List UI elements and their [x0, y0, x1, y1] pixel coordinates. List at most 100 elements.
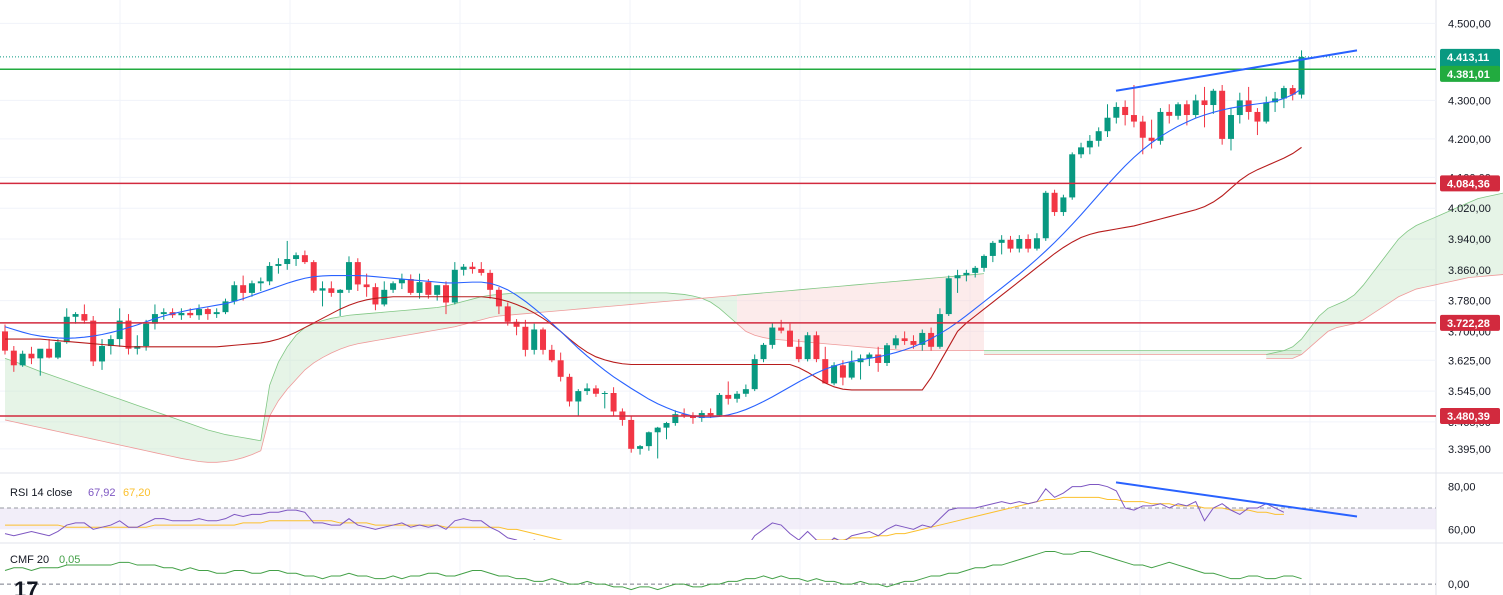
rsi-legend-value: 67,92 [88, 487, 116, 499]
price-tick-label: 3.395,00 [1448, 444, 1491, 456]
candle-body [231, 285, 238, 302]
candle-body [1175, 104, 1182, 116]
candle [769, 322, 776, 349]
price-trendline[interactable] [1115, 49, 1358, 92]
cmf-tick-label: 0,00 [1448, 579, 1469, 591]
candle [443, 281, 449, 315]
candle [19, 350, 26, 367]
candle [390, 281, 397, 293]
candle-body [213, 312, 220, 315]
candle [795, 339, 802, 363]
candle-body [1298, 56, 1305, 95]
candle [1042, 190, 1049, 241]
candle [37, 348, 44, 376]
candle [266, 262, 273, 286]
candle [989, 240, 996, 263]
candle-body [910, 341, 917, 345]
candle [548, 344, 555, 363]
candles [2, 50, 1305, 459]
level-badge-label: 4.084,36 [1447, 178, 1490, 190]
candle-body [443, 285, 449, 303]
candle [1086, 135, 1093, 155]
candle-body [637, 446, 644, 449]
candle [398, 273, 405, 290]
candle [654, 426, 661, 459]
candle [1210, 88, 1217, 114]
candle-body [901, 338, 908, 342]
tenkan-line [4, 88, 1302, 418]
candle-body [354, 262, 361, 285]
candle [196, 304, 203, 320]
price-axis[interactable]: 4.500,004.300,004.200,004.100,004.020,00… [1448, 18, 1491, 591]
candle-body [2, 331, 8, 351]
level-badge: 4.084,36 [1440, 175, 1500, 192]
candle [760, 342, 767, 363]
candle [487, 269, 494, 299]
candle [1227, 108, 1234, 151]
rsi-legend-signal: 67,20 [123, 487, 151, 499]
rsi-line [4, 484, 1285, 540]
candle [1175, 102, 1182, 120]
candle [46, 339, 53, 359]
candle-body [37, 348, 44, 359]
candle-body [363, 284, 370, 288]
trendline [1115, 49, 1358, 92]
candle [1025, 234, 1032, 253]
candle-body [1289, 88, 1296, 95]
candle [972, 265, 979, 278]
candle-body [707, 413, 714, 416]
candle [875, 346, 882, 372]
cloud-segment-edge-a [4, 357, 261, 442]
candle [1051, 189, 1058, 216]
candle [1078, 142, 1085, 159]
candle [522, 319, 529, 357]
candle-body [1042, 192, 1049, 239]
candle [1263, 96, 1270, 124]
candle [945, 275, 952, 316]
candle-body [196, 309, 203, 316]
candle [160, 308, 167, 320]
candle-body [681, 414, 688, 416]
cmf-panel[interactable]: CMF 20 0,05 [0, 550, 1436, 591]
candle [575, 389, 582, 417]
rsi-panel[interactable]: RSI 14 close 67,92 67,20 [0, 481, 1436, 574]
candle [425, 279, 432, 299]
candle-body [425, 282, 432, 295]
candle [1060, 194, 1067, 216]
candle [1016, 235, 1023, 253]
candle-body [1033, 238, 1040, 249]
level-badge-bg [1440, 407, 1500, 424]
candle-body [822, 359, 829, 384]
candle-body [760, 344, 767, 360]
candle-body [1016, 239, 1023, 249]
candle-body [1007, 239, 1014, 249]
candle [460, 264, 467, 276]
candle [407, 274, 414, 295]
tradingview-logo-icon[interactable]: 17 [14, 577, 38, 595]
candle-body [936, 314, 943, 347]
candle-body [390, 283, 397, 290]
candle-body [981, 255, 988, 268]
candle [248, 280, 255, 297]
candle-body [884, 345, 890, 363]
candle-body [1122, 106, 1129, 116]
candle [99, 339, 106, 370]
candle-body [831, 365, 838, 384]
candle-body [584, 388, 591, 392]
rsi-lines [4, 481, 1358, 540]
candle-body [848, 362, 855, 378]
candle [716, 393, 723, 417]
cloud-future-edge-b [1266, 274, 1503, 359]
candle [1113, 102, 1120, 124]
candle [1201, 86, 1208, 128]
candle-body [531, 329, 538, 350]
candle [857, 354, 864, 380]
cmf-legend-name: CMF 20 [10, 554, 49, 566]
candle [963, 269, 970, 282]
candle [848, 350, 855, 380]
candle-body [945, 278, 952, 315]
candle [1095, 127, 1102, 147]
candle [1245, 86, 1252, 120]
